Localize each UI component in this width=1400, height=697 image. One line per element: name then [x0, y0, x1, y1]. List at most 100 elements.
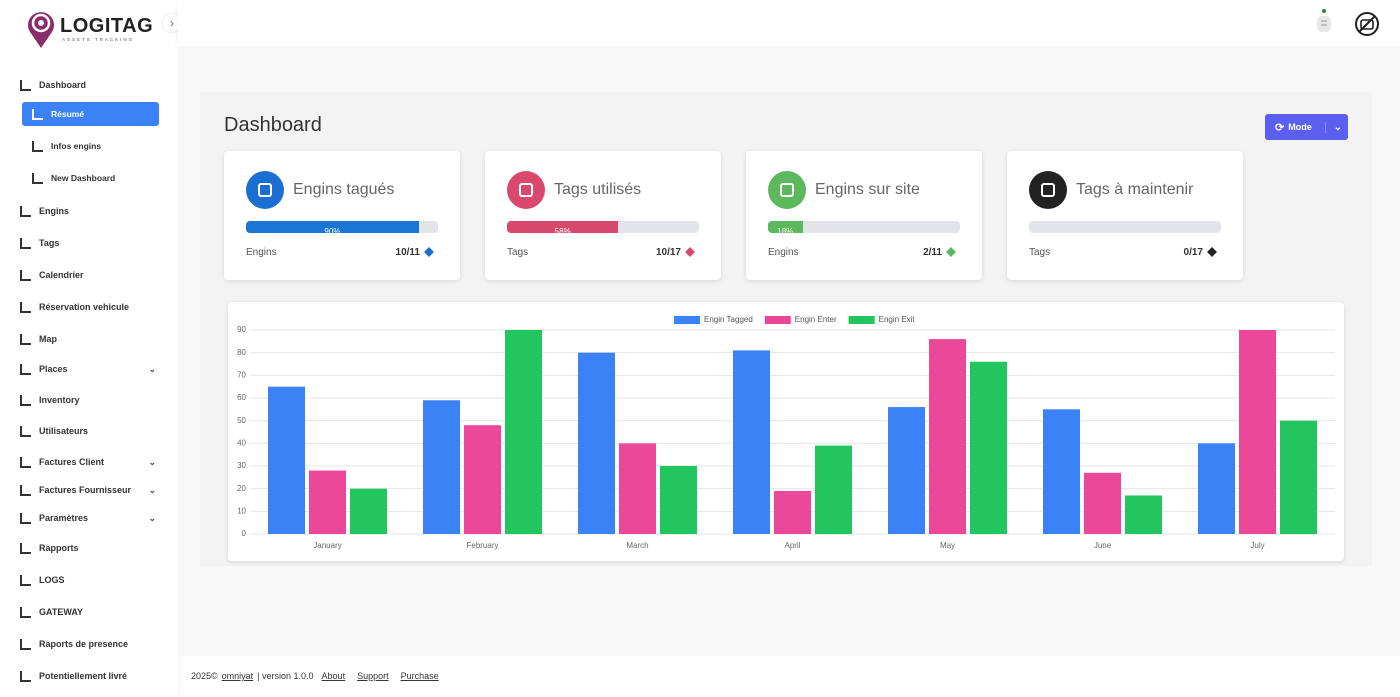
menu-label: LOGS: [39, 575, 65, 585]
menu-icon: [20, 205, 31, 217]
menu-label: Paramètres: [39, 513, 89, 523]
card-count: 10/17: [655, 247, 681, 258]
menu-item[interactable]: Inventory: [14, 388, 164, 412]
brand-tagline: ASSETS TRACKING: [62, 37, 135, 42]
menu-label: Infos engins: [51, 141, 102, 151]
x-tick-label: February: [466, 541, 498, 550]
menu-icon: [20, 456, 31, 468]
profile-icon[interactable]: [1354, 11, 1380, 37]
menu-item[interactable]: GATEWAY: [14, 600, 164, 624]
card-count-icon: [1207, 247, 1217, 257]
card-count: 2/11: [923, 247, 942, 258]
menu-item-active[interactable]: Résumé: [22, 102, 159, 126]
stat-card: Tags utilisés 58% Tags 10/17: [485, 151, 721, 280]
menu-icon: [20, 333, 31, 345]
mode-dropdown[interactable]: ⌄: [1324, 121, 1342, 133]
menu-chevron[interactable]: ⌄: [148, 363, 156, 374]
bar: [929, 339, 966, 534]
menu-item[interactable]: Factures Client ⌄: [14, 450, 164, 474]
footer-link[interactable]: Support: [357, 671, 389, 681]
menu-label: Tags: [39, 238, 60, 248]
logo-icon: [28, 12, 54, 49]
progress-track: [1029, 221, 1221, 233]
version: | version 1.0.0: [257, 671, 314, 681]
card-icon: [507, 171, 545, 209]
legend-swatch: [674, 316, 700, 324]
menu-label: Raports de presence: [39, 639, 129, 649]
footer-link[interactable]: Purchase: [400, 671, 439, 681]
menu-label: New Dashboard: [51, 173, 116, 183]
y-tick-label: 70: [237, 370, 246, 379]
chart-card: 0 10 20 30 40 50 60 70 80 90 January February March A…: [228, 302, 1344, 561]
menu-item[interactable]: Utilisateurs: [14, 419, 164, 443]
menu-item[interactable]: Calendrier: [14, 263, 164, 287]
menu-item[interactable]: Map: [14, 327, 164, 351]
menu-label: Réservation vehicule: [39, 302, 130, 312]
menu-item[interactable]: Paramètres ⌄: [14, 506, 164, 530]
x-tick-label: April: [784, 541, 800, 550]
card-count: 0/17: [1183, 247, 1203, 258]
collapse-toggle[interactable]: ›: [163, 14, 181, 32]
card-count-icon: [685, 247, 695, 257]
y-tick-label: 50: [237, 416, 246, 425]
copyright: 2025©: [191, 671, 218, 681]
bar: [505, 330, 542, 534]
bar: [1239, 330, 1276, 534]
bar: [660, 466, 697, 534]
sidebar: LOGITAG ASSETS TRACKING › Dashboard Résum…: [0, 0, 181, 697]
menu-item[interactable]: Réservation vehicule: [14, 295, 164, 319]
menu-label: Potentiellement livré: [39, 671, 128, 681]
menu-item[interactable]: New Dashboard: [22, 166, 159, 190]
menu-item[interactable]: Rapports: [14, 536, 164, 560]
menu-item[interactable]: Engins: [14, 199, 164, 223]
topbar: [178, 0, 1400, 46]
progress-track: 58%: [507, 221, 699, 233]
refresh-icon: ⟳: [1275, 121, 1285, 134]
menu-label: Factures Fournisseur: [39, 485, 132, 495]
menu-chevron[interactable]: ⌄: [148, 512, 156, 523]
x-tick-label: June: [1094, 541, 1112, 550]
brand-name: LOGITAG: [60, 15, 154, 37]
bar: [1280, 420, 1317, 534]
y-tick-label: 60: [237, 393, 246, 402]
menu-chevron[interactable]: ⌄: [148, 484, 156, 495]
menu-item[interactable]: Raports de presence: [14, 632, 164, 656]
legend-swatch: [764, 316, 791, 324]
menu-label: GATEWAY: [39, 607, 84, 617]
menu-label: Résumé: [51, 109, 85, 119]
menu-item[interactable]: Tags: [14, 231, 164, 255]
menu-icon: [32, 140, 43, 152]
menu-item[interactable]: Factures Fournisseur ⌄: [14, 478, 164, 502]
menu-icon: [20, 638, 31, 650]
menu-item[interactable]: Places ⌄: [14, 357, 164, 381]
menu-chevron[interactable]: ⌄: [148, 456, 156, 467]
menu-item[interactable]: Dashboard: [14, 73, 164, 97]
bar: [619, 443, 656, 534]
card-count: 10/11: [395, 247, 420, 258]
menu-item[interactable]: LOGS: [14, 568, 164, 592]
footer-link[interactable]: About: [321, 671, 346, 681]
menu-label: Engins: [39, 206, 70, 216]
stat-card: Engins sur site 18% Engins 2/11: [746, 151, 982, 280]
card-icon: [768, 171, 806, 209]
progress-label: 58%: [554, 227, 571, 233]
y-tick-label: 0: [242, 529, 247, 538]
progress-track: 90%: [246, 221, 438, 233]
menu-label: Map: [39, 334, 57, 344]
x-tick-label: May: [940, 541, 955, 550]
notification-icon[interactable]: [1314, 8, 1336, 36]
card-title: Engins tagués: [293, 181, 395, 198]
mode-button[interactable]: ⟳ Mode ⌄: [1265, 114, 1348, 140]
bar: [268, 386, 305, 534]
menu-item[interactable]: Potentiellement livré: [14, 664, 164, 688]
company-link[interactable]: omniyat: [221, 671, 254, 681]
menu-label: Places: [39, 364, 68, 374]
legend-swatch: [848, 316, 875, 324]
x-tick-label: March: [626, 541, 648, 550]
x-tick-label: July: [1250, 541, 1264, 550]
y-tick-label: 40: [237, 438, 246, 447]
menu-icon: [20, 484, 31, 496]
card-icon-glyph: [1041, 183, 1055, 197]
y-tick-label: 90: [237, 325, 246, 334]
menu-item[interactable]: Infos engins: [22, 134, 159, 158]
